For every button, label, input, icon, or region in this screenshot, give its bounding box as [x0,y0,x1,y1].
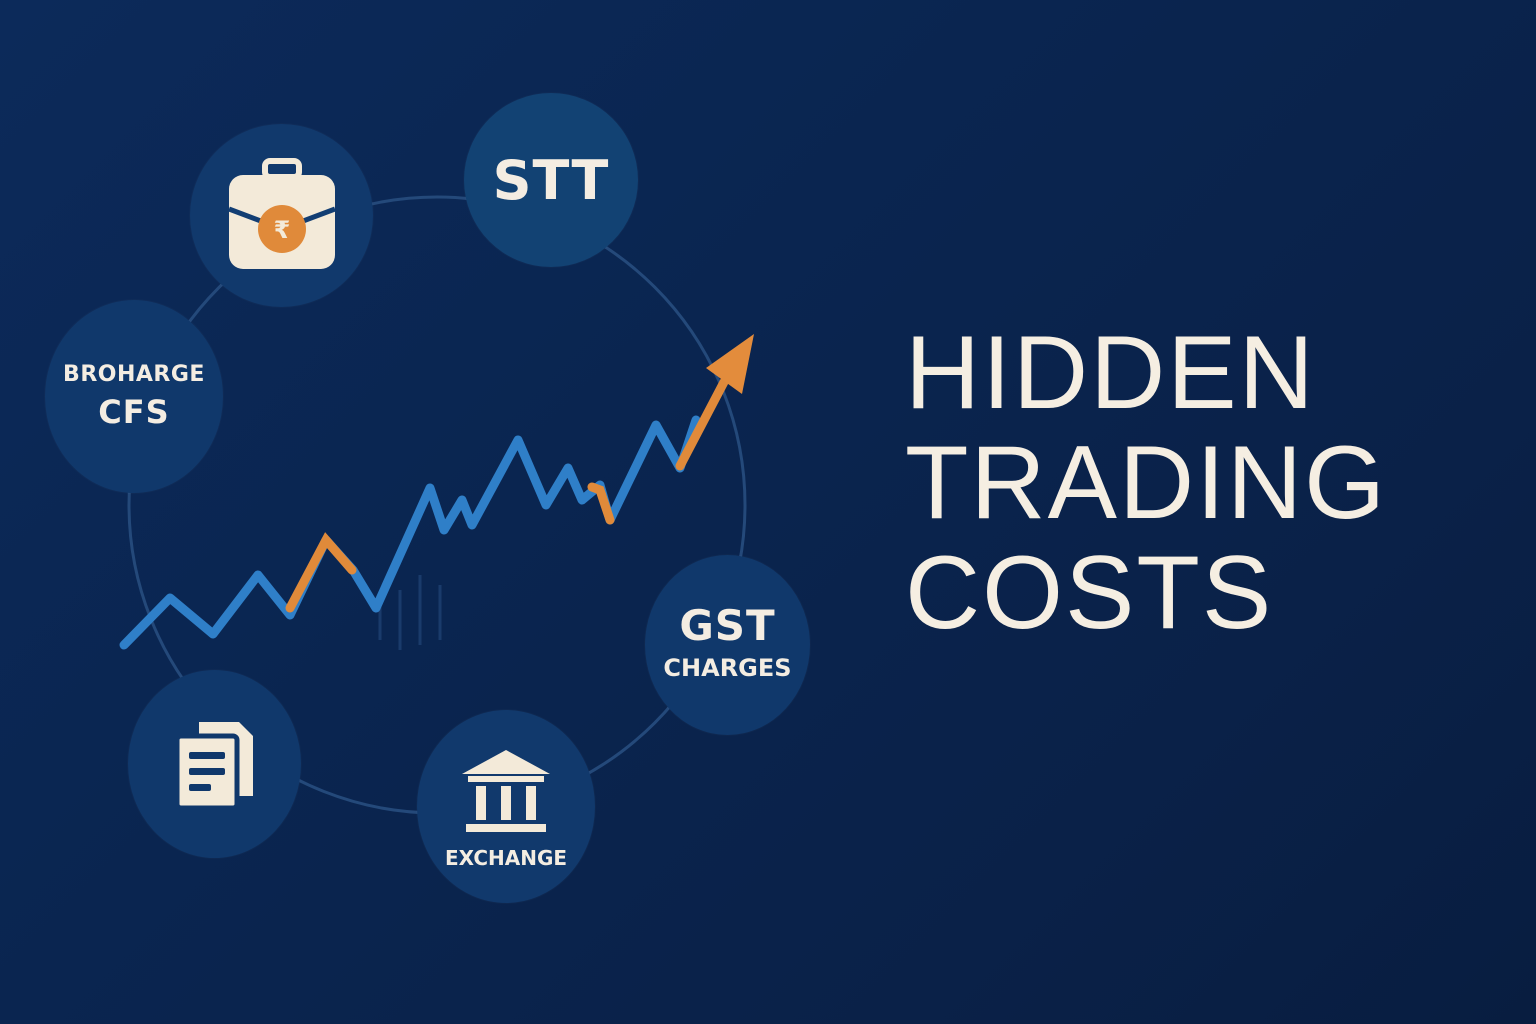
headline-line3: COSTS [905,535,1274,651]
stt-label: STT [492,148,610,212]
exchange-label: EXCHANGE [444,845,568,870]
headline-line2: TRADING [905,425,1387,541]
gst-label-line2: CHARGES [663,653,792,682]
gst-node: GST CHARGES [645,555,810,735]
bank-building-icon [462,749,550,832]
exchange-node: EXCHANGE [417,710,595,903]
headline-line1: HIDDEN [905,315,1316,431]
document-icon [174,722,253,811]
brokerage-label-line2: CFS [98,393,170,431]
brokerage-label-line1: BROHARGE [63,362,205,387]
faint-volume-bars [378,575,442,650]
trend-line [119,415,701,650]
headline: HIDDEN TRADING COSTS [905,318,1387,648]
gst-label-line1: GST [679,600,776,650]
trend-accent-2 [587,482,615,525]
document-node [128,670,301,858]
brokerage-node: BROHARGE CFS [45,300,223,493]
rupee-symbol: ₹ [273,216,290,244]
briefcase-rupee-icon: ₹ [227,157,336,269]
trend-accent-3 [675,377,729,471]
stt-node: STT [464,93,638,267]
briefcase-node: ₹ [190,124,373,307]
trend-accent-1 [285,532,357,613]
trend-arrowhead [706,334,754,394]
